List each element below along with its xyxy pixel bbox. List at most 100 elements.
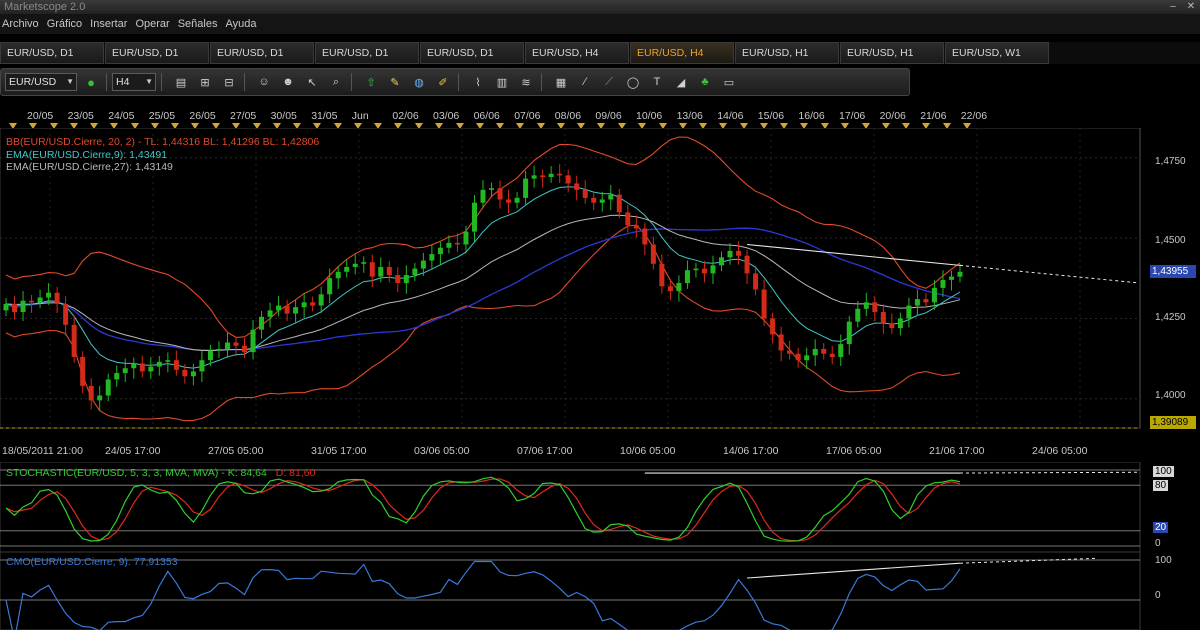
- session-marker-icon: [496, 123, 505, 129]
- candle-body: [97, 395, 103, 401]
- session-marker-icon: [150, 123, 159, 129]
- candle-body: [497, 188, 503, 200]
- resistance-trendline: [746, 243, 961, 266]
- date-scale-label: 23/05: [67, 110, 94, 122]
- date-scale-label: 22/06: [960, 110, 988, 122]
- ellipse-icon[interactable]: ◯: [626, 76, 640, 89]
- candle-body: [284, 305, 290, 314]
- chart-tab-active[interactable]: EUR/USD, H4: [630, 42, 734, 64]
- session-marker-icon: [841, 123, 849, 129]
- menu-archivo[interactable]: Archivo: [2, 18, 39, 30]
- candle-body: [29, 300, 35, 303]
- candles-icon[interactable]: ▥: [496, 76, 508, 89]
- fib-icon[interactable]: ≋: [521, 76, 531, 89]
- session-marker-icon: [252, 123, 261, 129]
- menu-senales[interactable]: Señales: [177, 18, 218, 30]
- session-marker-icon: [861, 123, 870, 129]
- session-marker-icon: [658, 123, 667, 129]
- candle-body: [616, 194, 622, 213]
- pen-icon[interactable]: ⟋: [605, 75, 613, 88]
- session-marker-icon: [9, 123, 17, 129]
- date-scale-label: 17/06: [839, 110, 866, 122]
- candle-body: [727, 250, 733, 258]
- ema9-legend: EMA(EUR/USD.Cierre,9): 1,43491: [6, 149, 168, 161]
- session-marker-icon: [394, 123, 403, 129]
- chart-line-icon[interactable]: ⌇: [475, 76, 481, 89]
- date-scale-label: 06/06: [473, 110, 500, 122]
- magnifier-icon[interactable]: ⌕: [332, 75, 340, 88]
- zoom-out-icon[interactable]: ⊟: [224, 76, 234, 89]
- time-axis-label: 14/06 17:00: [723, 445, 779, 457]
- zoom-in-icon[interactable]: ⊞: [200, 76, 210, 89]
- trash-icon[interactable]: ▭: [723, 76, 735, 89]
- person-minus-icon[interactable]: ☻: [282, 76, 294, 88]
- minimize-icon[interactable]: –: [1170, 1, 1176, 12]
- candle-body: [480, 189, 486, 203]
- menu-operar[interactable]: Operar: [135, 18, 170, 30]
- candle-body: [420, 260, 426, 269]
- candle-body: [301, 302, 307, 308]
- text-icon[interactable]: T: [653, 76, 661, 88]
- candle-body: [736, 250, 742, 256]
- chart-tab[interactable]: EUR/USD, H1: [840, 42, 944, 64]
- chart-tab[interactable]: EUR/USD, D1: [420, 42, 524, 64]
- globe-icon[interactable]: ◍: [414, 76, 424, 89]
- close-icon[interactable]: ✕: [1186, 1, 1196, 12]
- candle-body: [80, 356, 86, 386]
- date-scale-label: 20/06: [879, 110, 906, 122]
- date-scale-label: 16/06: [798, 110, 825, 122]
- candle-body: [761, 289, 767, 319]
- session-marker-icon: [191, 123, 200, 129]
- person-icon[interactable]: ☺: [258, 76, 270, 88]
- price-axis-label: 1,4250: [1155, 312, 1186, 323]
- symbol-select[interactable]: EUR/USD ▼: [5, 73, 77, 91]
- pencil-icon[interactable]: ✐: [438, 76, 448, 89]
- buy-arrow-icon[interactable]: ⇧: [366, 76, 376, 89]
- chart-tab[interactable]: EUR/USD, D1: [105, 42, 209, 64]
- candle-body: [506, 199, 512, 203]
- cmo-panel[interactable]: [0, 552, 1200, 630]
- candle-body: [710, 265, 716, 274]
- session-marker-icon: [313, 123, 322, 129]
- symbol-select-value: EUR/USD: [9, 76, 57, 88]
- price-axis-label: 1,4500: [1155, 235, 1186, 246]
- session-marker-icon: [333, 123, 342, 129]
- ema27-legend: EMA(EUR/USD.Cierre,27): 1,43149: [6, 161, 173, 173]
- stochastic-k-line: [5, 476, 961, 542]
- timeframe-select[interactable]: H4 ▼: [112, 73, 156, 91]
- chevron-down-icon: ▼: [145, 77, 153, 86]
- stochastic-panel[interactable]: [0, 462, 1200, 554]
- chart-tab[interactable]: EUR/USD, H4: [525, 42, 629, 64]
- price-plot-area: [0, 128, 1141, 429]
- menu-insertar[interactable]: Insertar: [90, 18, 128, 30]
- candle-body: [574, 183, 580, 190]
- cursor-icon[interactable]: ↖: [307, 76, 317, 89]
- bar-chart-icon[interactable]: ▤: [175, 76, 187, 89]
- date-scale-label: 14/06: [717, 110, 744, 122]
- calculator-icon[interactable]: ▦: [555, 76, 567, 89]
- chart-tab[interactable]: EUR/USD, H1: [735, 42, 839, 64]
- candle-body: [846, 321, 852, 345]
- date-scale: 20/05 23/05 24/05 25/05 26/05 27/05 30/05 31/05…: [0, 109, 1140, 131]
- time-axis-label: 24/06 05:00: [1032, 445, 1088, 457]
- price-chart[interactable]: [0, 128, 1200, 460]
- candle-body: [310, 302, 316, 306]
- trend-line-icon[interactable]: ⁄: [584, 76, 586, 88]
- chart-tab[interactable]: EUR/USD, D1: [0, 42, 104, 64]
- chart-tab[interactable]: EUR/USD, D1: [210, 42, 314, 64]
- eraser-icon[interactable]: ◢: [676, 76, 686, 89]
- candle-body: [148, 366, 154, 372]
- candle-body: [863, 302, 869, 309]
- candle-body: [778, 334, 784, 351]
- menu-grafico[interactable]: Gráfico: [46, 18, 83, 30]
- candle-body: [335, 271, 341, 279]
- tree-icon[interactable]: ♣: [701, 76, 709, 88]
- chart-tab[interactable]: EUR/USD, W1: [945, 42, 1049, 64]
- note-icon[interactable]: ✎: [390, 76, 400, 89]
- window-title-bar: Marketscope 2.0 – ✕: [0, 0, 1200, 14]
- status-dot-icon[interactable]: ●: [87, 74, 95, 90]
- price-axis-label: 1,4750: [1155, 156, 1186, 167]
- chart-tab[interactable]: EUR/USD, D1: [315, 42, 419, 64]
- candle-body: [940, 279, 946, 288]
- menu-ayuda[interactable]: Ayuda: [225, 18, 257, 30]
